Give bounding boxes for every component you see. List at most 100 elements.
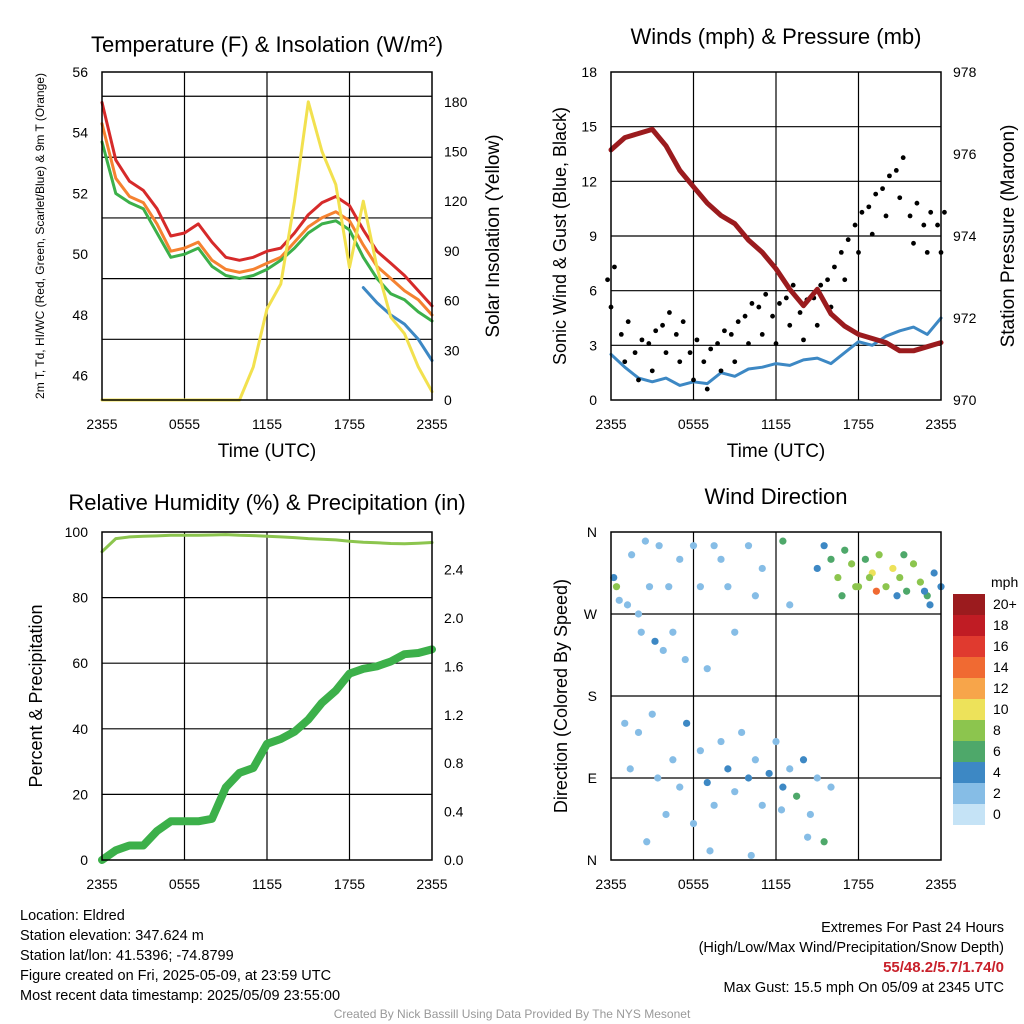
scatter-point xyxy=(834,573,842,582)
scatter-point xyxy=(738,728,746,737)
y-right-tick-label: 1.2 xyxy=(444,707,464,723)
extremes-info: Extremes For Past 24 Hours (High/Low/Max… xyxy=(699,918,1004,998)
series-line xyxy=(100,140,434,323)
scatter-point xyxy=(648,710,656,718)
legend-item: 6 xyxy=(953,741,1023,762)
plot-frame xyxy=(101,71,433,401)
station-latlon: Station lat/lon: 41.5396; -74.8799 xyxy=(20,948,234,964)
gust-point xyxy=(842,277,848,283)
legend-swatch xyxy=(953,636,985,657)
legend-label: 10 xyxy=(993,701,1009,717)
y-right-tick-label: 1.6 xyxy=(444,658,464,674)
scatter-point xyxy=(689,819,698,828)
y-axis-label: Sonic Wind & Gust (Blue, Black) xyxy=(550,107,570,365)
chart-title: Wind Direction xyxy=(704,484,847,509)
scatter-point xyxy=(779,783,787,791)
chart-title: Temperature (F) & Insolation (W/m²) xyxy=(91,32,443,57)
y-tick-label: S xyxy=(588,688,597,704)
legend-label: 18 xyxy=(993,617,1009,633)
legend-swatch xyxy=(953,699,985,720)
legend-item: 16 xyxy=(953,636,1023,657)
scatter-point xyxy=(710,801,718,809)
scatter-point xyxy=(659,646,667,655)
scatter-point xyxy=(717,555,725,563)
gust-point xyxy=(873,191,879,197)
scatter-point xyxy=(717,737,725,746)
gust-point xyxy=(646,341,652,346)
y-right-tick-label: 972 xyxy=(953,310,977,326)
scatter-point xyxy=(786,765,794,773)
scatter-point xyxy=(827,783,835,791)
scatter-point xyxy=(861,555,869,563)
plot-frame xyxy=(610,531,942,861)
scatter-point xyxy=(634,728,643,737)
scatter-point xyxy=(875,551,883,559)
y-right-tick-label: 120 xyxy=(444,193,468,209)
scatter-point xyxy=(623,601,632,609)
gust-point xyxy=(859,209,865,215)
scatter-point xyxy=(744,542,753,550)
y-tick-label: 60 xyxy=(72,655,88,671)
y-tick-label: 56 xyxy=(72,64,88,80)
legend-label: 14 xyxy=(993,659,1009,675)
scatter-point xyxy=(820,542,828,550)
y-tick-label: 12 xyxy=(581,173,597,189)
gust-point xyxy=(708,346,714,352)
gust-point xyxy=(900,155,906,161)
y-axis-label: 2m T, Td, HI/WC (Red, Green, Scarlet/Blu… xyxy=(33,73,47,399)
x-tick-label: 1155 xyxy=(761,876,791,892)
gust-point xyxy=(759,332,765,337)
x-axis-label: Time (UTC) xyxy=(727,441,826,462)
legend-item: 4 xyxy=(953,762,1023,783)
scatter-point xyxy=(751,756,759,764)
station-location: Location: Eldred xyxy=(20,908,125,924)
panel-1: Temperature (F) & Insolation (W/m²) 2355 0… xyxy=(33,32,504,462)
scatter-point xyxy=(724,583,732,591)
scatter-point xyxy=(710,542,718,550)
x-tick-label: 2355 xyxy=(595,876,626,892)
scatter-point xyxy=(681,655,689,664)
panel-2: Winds (mph) & Pressure (mb) 2355 0555 1155 1… xyxy=(550,24,1019,462)
scatter-point xyxy=(676,555,684,563)
x-tick-label: 1755 xyxy=(334,416,365,432)
scatter-point xyxy=(916,578,924,586)
gust-point xyxy=(935,222,940,228)
gust-point xyxy=(852,222,858,228)
gust-point xyxy=(694,337,700,343)
gust-point xyxy=(632,350,638,356)
scatter-point xyxy=(610,573,618,582)
scatter-point xyxy=(731,628,739,636)
scatter-point xyxy=(909,560,918,568)
extremes-heading: Extremes For Past 24 Hours xyxy=(821,920,1004,936)
scatter-point xyxy=(827,555,835,563)
series-line xyxy=(100,100,434,308)
scatter-point xyxy=(882,583,890,591)
panel-4: Wind Direction 2355 0555 1155 1755 2355 N E S W N D… xyxy=(551,484,957,892)
scatter-point xyxy=(758,564,766,573)
x-tick-label: 2355 xyxy=(416,876,447,892)
y-tick-label: 15 xyxy=(581,119,597,135)
x-tick-label: 2355 xyxy=(86,876,117,892)
gust-point xyxy=(797,310,803,315)
gust-point xyxy=(825,277,830,283)
legend-swatch xyxy=(953,657,985,678)
gust-point xyxy=(715,341,720,346)
gust-point xyxy=(763,291,769,297)
y-tick-label: 9 xyxy=(589,228,597,244)
x-tick-label: 2355 xyxy=(86,416,117,432)
y-tick-label: W xyxy=(584,606,598,622)
scatter-point xyxy=(689,542,698,550)
legend-item: 20+ xyxy=(953,594,1023,615)
legend-label: 20+ xyxy=(993,596,1017,612)
gust-point xyxy=(622,359,628,365)
x-tick-label: 0555 xyxy=(169,876,200,892)
y-tick-label: E xyxy=(588,770,597,786)
scatter-point xyxy=(665,583,673,591)
gust-point xyxy=(832,264,837,270)
y-right-tick-label: 0 xyxy=(444,392,452,408)
gust-point xyxy=(869,231,875,237)
station-elevation: Station elevation: 347.624 m xyxy=(20,928,204,944)
gust-point xyxy=(790,282,796,288)
gust-point xyxy=(749,301,755,306)
